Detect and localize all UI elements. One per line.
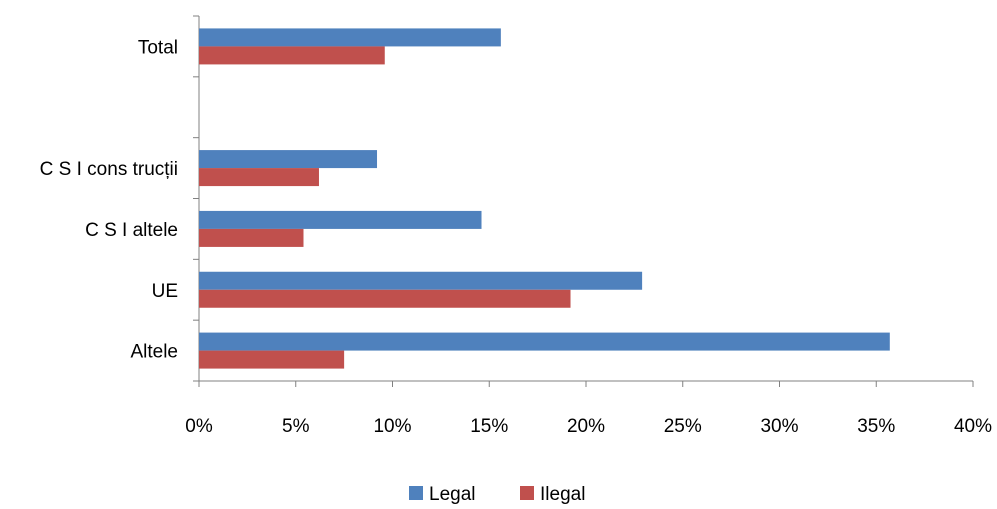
category-label: Total xyxy=(138,37,178,58)
bar-legal-Total xyxy=(199,28,501,47)
bar-ilegal-Altele xyxy=(199,350,345,369)
legend-label-legal: Legal xyxy=(429,484,476,505)
x-tick-label: 20% xyxy=(567,416,605,437)
x-tick-label: 15% xyxy=(470,416,508,437)
x-tick-label: 10% xyxy=(373,416,411,437)
x-tick-label: 35% xyxy=(857,416,895,437)
bar-legal-C S I cons trucții xyxy=(199,150,378,169)
x-tick-label: 5% xyxy=(282,416,310,437)
legend-swatch-legal xyxy=(409,486,423,500)
bar-ilegal-C S I altele xyxy=(199,228,304,247)
bar-legal-UE xyxy=(199,271,643,290)
x-tick-label: 30% xyxy=(760,416,798,437)
bar-ilegal-C S I cons trucții xyxy=(199,168,319,187)
x-tick-label: 0% xyxy=(185,416,213,437)
x-tick-label: 25% xyxy=(664,416,702,437)
x-tick-label: 40% xyxy=(954,416,992,437)
bar-legal-Altele xyxy=(199,332,890,351)
category-label: C S I altele xyxy=(85,220,178,241)
legend: Legal Ilegal xyxy=(409,484,585,505)
category-label: C S I cons trucții xyxy=(40,159,178,180)
category-label: Altele xyxy=(130,342,178,363)
bar-ilegal-Total xyxy=(199,46,385,65)
bar-ilegal-UE xyxy=(199,289,571,308)
legend-swatch-ilegal xyxy=(520,486,534,500)
category-label: UE xyxy=(152,281,178,302)
legend-label-ilegal: Ilegal xyxy=(540,484,585,505)
bar-legal-C S I altele xyxy=(199,210,482,229)
